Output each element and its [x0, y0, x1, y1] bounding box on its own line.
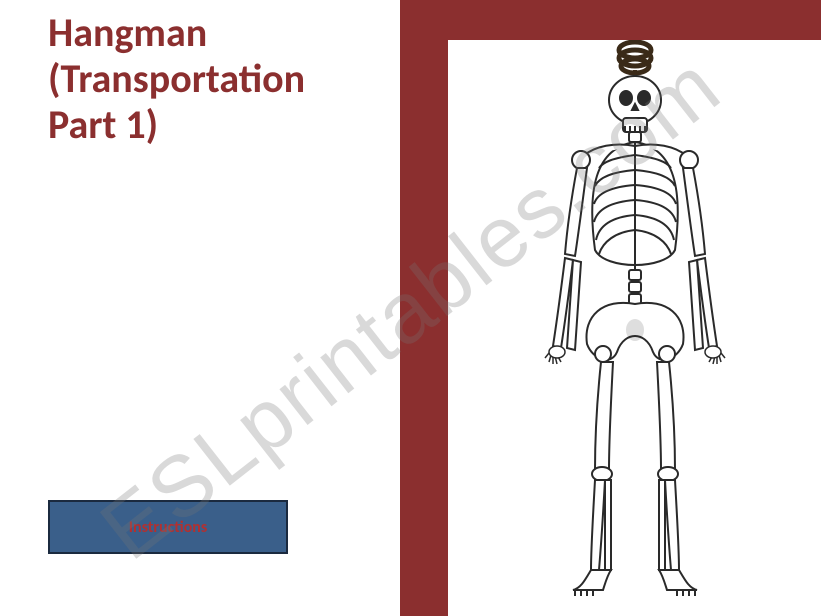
- gallows-top-bar: [400, 0, 821, 40]
- instructions-button[interactable]: Instructions: [48, 500, 288, 554]
- skeleton-icon: [495, 40, 775, 600]
- page-title: Hangman (Transportation Part 1): [48, 10, 378, 148]
- instructions-button-label: Instructions: [129, 518, 208, 537]
- gallows-post: [400, 0, 448, 616]
- skeleton-area: [448, 40, 821, 616]
